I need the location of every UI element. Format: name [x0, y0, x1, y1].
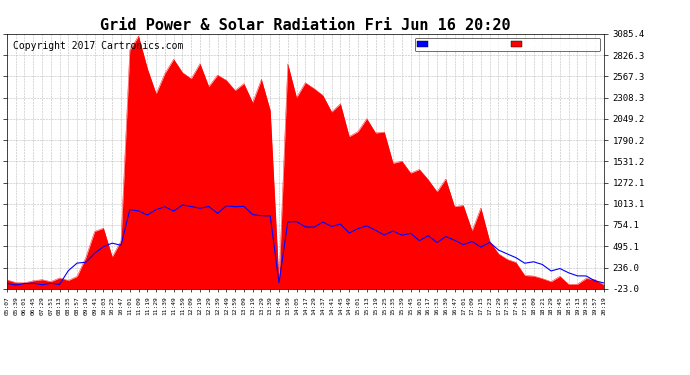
Text: Copyright 2017 Cartronics.com: Copyright 2017 Cartronics.com	[13, 41, 184, 51]
Title: Grid Power & Solar Radiation Fri Jun 16 20:20: Grid Power & Solar Radiation Fri Jun 16 …	[100, 18, 511, 33]
Legend: Radiation (w/m2), Grid (AC Watts): Radiation (w/m2), Grid (AC Watts)	[415, 38, 600, 51]
